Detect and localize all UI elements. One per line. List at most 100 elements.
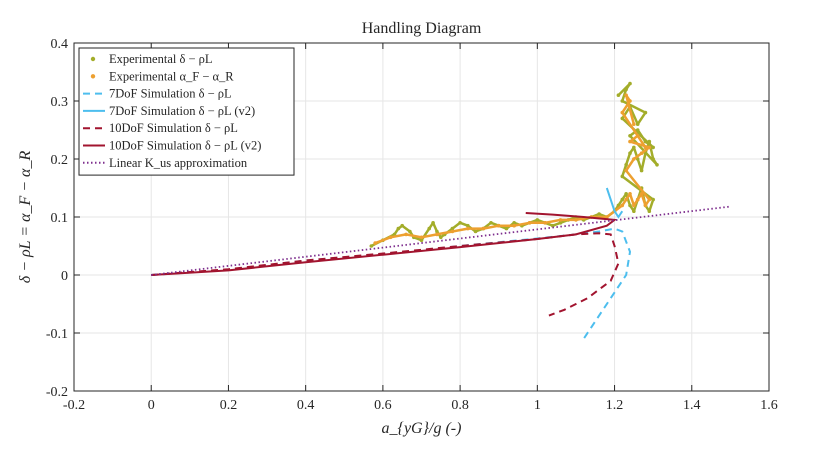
data-point: [635, 134, 640, 138]
legend-label: Linear K_us approximation: [109, 156, 248, 170]
data-point: [639, 192, 644, 196]
data-point: [620, 203, 625, 208]
x-tick-label: 0: [148, 398, 155, 413]
legend-marker: [90, 74, 96, 79]
series-line: [151, 205, 731, 276]
data-point: [435, 232, 439, 237]
data-point: [512, 223, 516, 228]
y-tick-label: 0.2: [51, 153, 69, 168]
x-tick-label: 0.8: [451, 398, 469, 413]
data-point: [635, 128, 640, 132]
data-point: [373, 241, 377, 245]
data-point: [396, 226, 401, 231]
data-point: [605, 215, 609, 219]
data-point: [450, 226, 455, 231]
data-point: [624, 197, 628, 202]
x-tick-label: -0.2: [63, 398, 85, 413]
data-point: [431, 221, 435, 225]
data-point: [419, 235, 424, 240]
legend: Experimental δ − ρL Experimental α_F − α_…: [78, 47, 295, 176]
x-tick-label: 1: [534, 398, 541, 413]
data-point: [639, 168, 644, 173]
data-point: [628, 81, 632, 86]
data-point: [643, 110, 648, 115]
data-point: [481, 226, 486, 231]
legend-label: Experimental δ − ρL: [109, 52, 213, 66]
data-point: [651, 157, 655, 161]
y-tick-label: 0.3: [51, 95, 69, 110]
data-point: [628, 203, 632, 208]
data-point: [632, 122, 636, 126]
data-point: [558, 221, 563, 225]
legend-label: 7DoF Simulation δ − ρL (v2): [109, 104, 255, 118]
x-tick-label: 0.2: [220, 398, 238, 413]
legend-item: 7DoF Simulation δ − ρL (v2): [83, 104, 255, 118]
plot-series: [151, 81, 731, 340]
series-6: [151, 205, 731, 276]
series-line: [151, 232, 620, 317]
legend-item: Experimental δ − ρL: [90, 52, 213, 66]
data-point: [624, 87, 628, 92]
data-point: [651, 197, 655, 202]
data-point: [574, 218, 578, 222]
data-point: [639, 151, 644, 155]
data-point: [450, 229, 455, 234]
data-point: [466, 226, 470, 231]
data-point: [635, 197, 640, 202]
legend-item: 10DoF Simulation δ − ρL: [83, 121, 238, 135]
data-point: [616, 93, 621, 97]
data-point: [620, 197, 625, 202]
x-tick-label: 0.4: [297, 398, 315, 413]
legend-item: Experimental α_F − α_R: [90, 69, 234, 83]
data-point: [458, 221, 462, 225]
series-3: [605, 187, 624, 219]
data-point: [632, 209, 636, 213]
data-point: [635, 122, 640, 126]
data-point: [543, 221, 547, 225]
data-point: [624, 163, 628, 167]
y-tick-label: 0.4: [51, 37, 69, 52]
y-axis-label: δ − ρL = α_F − α_R: [17, 151, 34, 284]
data-point: [419, 238, 424, 242]
data-point: [628, 99, 632, 103]
data-point: [504, 226, 509, 231]
series-5: [151, 211, 618, 276]
data-point: [647, 139, 652, 144]
series-1: [373, 93, 652, 245]
series-line: [151, 211, 618, 276]
data-point: [651, 145, 655, 150]
y-tick-label: -0.1: [46, 327, 68, 342]
data-point: [655, 163, 659, 167]
legend-item: 10DoF Simulation δ − ρL (v2): [83, 139, 261, 153]
data-point: [632, 203, 636, 208]
y-tick-label: -0.2: [46, 385, 68, 400]
data-point: [473, 229, 478, 234]
legend-label: 10DoF Simulation δ − ρL (v2): [109, 139, 261, 153]
data-point: [369, 244, 374, 248]
legend-marker: [90, 56, 96, 62]
data-point: [400, 223, 404, 228]
data-point: [620, 116, 625, 121]
series-line: [605, 187, 624, 219]
data-point: [628, 139, 632, 144]
data-point: [628, 192, 632, 196]
data-point: [496, 223, 501, 228]
x-axis-label: a_{yG}/g (-): [382, 420, 462, 437]
data-point: [427, 226, 432, 231]
data-point: [512, 221, 516, 225]
legend-label: 7DoF Simulation δ − ρL: [109, 87, 232, 101]
legend-label: Experimental α_F − α_R: [109, 69, 234, 83]
data-point: [535, 218, 540, 222]
legend-label: 10DoF Simulation δ − ρL: [109, 121, 238, 135]
data-point: [439, 235, 443, 240]
x-tick-label: 1.2: [606, 398, 624, 413]
legend-item: Linear K_us approximation: [83, 156, 248, 170]
data-point: [647, 197, 652, 202]
data-point: [620, 110, 625, 115]
x-tick-label: 1.4: [683, 398, 701, 413]
data-point: [628, 151, 632, 155]
data-point: [435, 229, 439, 234]
data-point: [647, 209, 652, 213]
data-point: [643, 203, 648, 208]
